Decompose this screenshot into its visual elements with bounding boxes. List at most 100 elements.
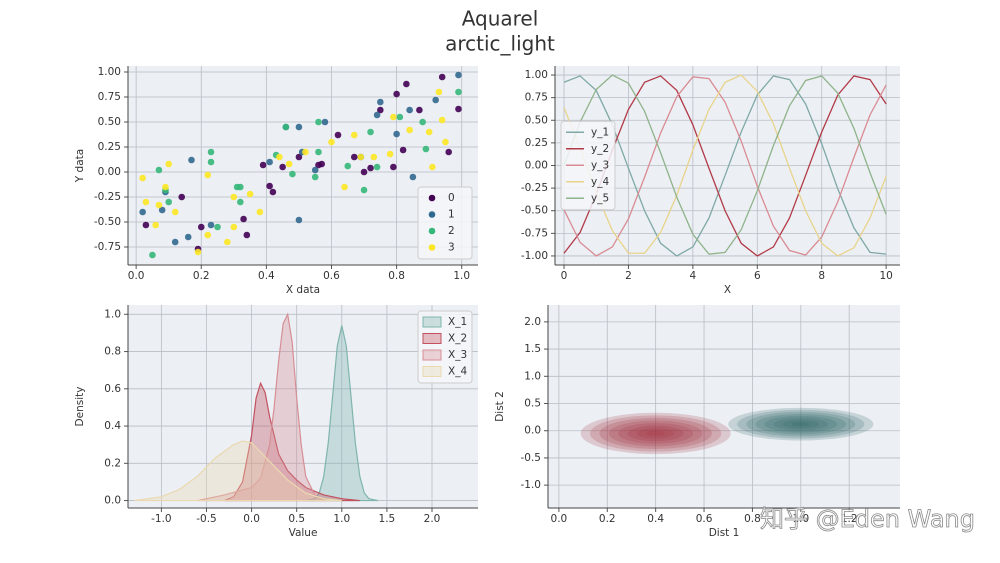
y-tick-label: 1.00 xyxy=(525,69,548,81)
x-tick-label: -1.0 xyxy=(151,513,172,525)
scatter-point xyxy=(390,113,397,121)
scatter-point xyxy=(149,251,156,259)
scatter-point xyxy=(429,163,436,171)
legend-label: X_4 xyxy=(448,366,467,378)
scatter-point xyxy=(377,98,384,106)
y-tick-label: 0.8 xyxy=(104,346,121,358)
legend-label: y_5 xyxy=(591,192,609,204)
x-axis-label: X xyxy=(724,284,731,296)
scatter-point xyxy=(370,153,378,161)
scatter-point xyxy=(266,182,273,190)
y-tick-label: -0.75 xyxy=(521,227,548,239)
scatter-point xyxy=(399,146,407,154)
density-contour xyxy=(599,417,712,449)
x-tick-label: 1.2 xyxy=(841,513,858,525)
y-tick-label: 0.4 xyxy=(104,420,121,432)
y-tick-label: -0.50 xyxy=(521,205,548,217)
scatter-point xyxy=(194,248,202,256)
scatter-point xyxy=(373,111,381,119)
density-area xyxy=(134,440,342,502)
density-contour xyxy=(636,428,675,439)
scatter-point xyxy=(419,118,426,126)
scatter-point xyxy=(393,130,400,138)
legend-marker xyxy=(428,244,436,251)
scatter-point xyxy=(315,118,322,126)
density-contour xyxy=(782,420,819,429)
y-tick-label: -0.75 xyxy=(94,241,121,253)
x-tick-label: 8 xyxy=(818,270,825,282)
scatter-point xyxy=(204,231,212,239)
y-axis-label: Density xyxy=(74,387,86,427)
legend-marker xyxy=(428,227,436,235)
scatter-point xyxy=(155,201,163,209)
scatter-point xyxy=(207,221,215,229)
scatter-point xyxy=(158,206,166,214)
x-tick-label: 1.0 xyxy=(792,513,809,525)
density-contour xyxy=(618,423,694,444)
line xyxy=(563,75,887,257)
legend-label: y_1 xyxy=(591,126,609,138)
y-tick-label: 1.5 xyxy=(524,343,541,355)
legend-label: y_3 xyxy=(591,159,609,171)
x-tick-label: 0.6 xyxy=(323,270,340,282)
density-contour xyxy=(746,411,856,437)
scatter-point xyxy=(197,223,205,231)
scatter-point xyxy=(367,164,374,172)
scatter-point xyxy=(425,128,433,136)
x-tick-label: 1.0 xyxy=(333,513,350,525)
scatter-point xyxy=(276,153,283,161)
scatter-point xyxy=(321,118,329,126)
scatter-point xyxy=(184,233,192,241)
scatter-point xyxy=(204,171,212,179)
x-axis-label: X data xyxy=(286,284,320,296)
y-tick-label: 0.0 xyxy=(104,495,121,507)
scatter-point xyxy=(311,173,319,181)
legend-marker xyxy=(428,211,436,218)
density-contour xyxy=(728,407,874,441)
y-axis-label: Dist 2 xyxy=(494,391,506,422)
x-tick-label: 0.0 xyxy=(128,270,145,282)
scatter-point xyxy=(269,188,277,196)
y-tick-label: 0.00 xyxy=(525,160,548,172)
y-tick-label: -0.50 xyxy=(94,216,121,228)
scatter-point xyxy=(344,162,352,170)
scatter-point xyxy=(178,193,186,201)
density-area xyxy=(197,312,326,502)
legend-label: X_3 xyxy=(448,349,467,361)
legend-label: 1 xyxy=(448,209,455,221)
y-tick-label: -0.5 xyxy=(521,452,542,464)
scatter-point xyxy=(295,153,303,161)
scatter-point xyxy=(282,123,290,131)
scatter-point xyxy=(350,153,358,161)
scatter-point xyxy=(377,106,384,114)
legend-marker xyxy=(428,194,436,202)
plot-marks xyxy=(580,407,874,455)
legend-label: 3 xyxy=(448,242,455,254)
scatter-point xyxy=(142,221,150,229)
scatter-point xyxy=(243,231,251,239)
scatter-point xyxy=(406,106,413,114)
y-tick-label: 2.0 xyxy=(524,316,541,328)
density-contour xyxy=(773,418,829,431)
x-tick-label: 0.8 xyxy=(744,513,761,525)
y-tick-label: 0.75 xyxy=(98,91,121,103)
legend-box xyxy=(417,186,473,260)
scatter-point xyxy=(350,131,358,139)
scatter-point xyxy=(279,163,286,171)
x-tick-label: 0.5 xyxy=(288,513,305,525)
scatter-point xyxy=(396,113,404,121)
legend-label: y_2 xyxy=(591,143,609,155)
scatter-point xyxy=(295,216,303,224)
scatter-point xyxy=(311,166,319,174)
scatter-point xyxy=(360,186,368,194)
scatter-point xyxy=(266,158,273,166)
scatter-point xyxy=(328,138,335,146)
x-tick-label: 0.4 xyxy=(647,513,664,525)
x-tick-label: -0.5 xyxy=(196,513,217,525)
scatter-point xyxy=(188,156,195,164)
y-tick-label: 0.75 xyxy=(525,92,548,104)
scatter-point xyxy=(445,148,452,156)
scatter-point xyxy=(171,208,179,216)
figure-subtitle: arctic_light xyxy=(445,32,555,56)
